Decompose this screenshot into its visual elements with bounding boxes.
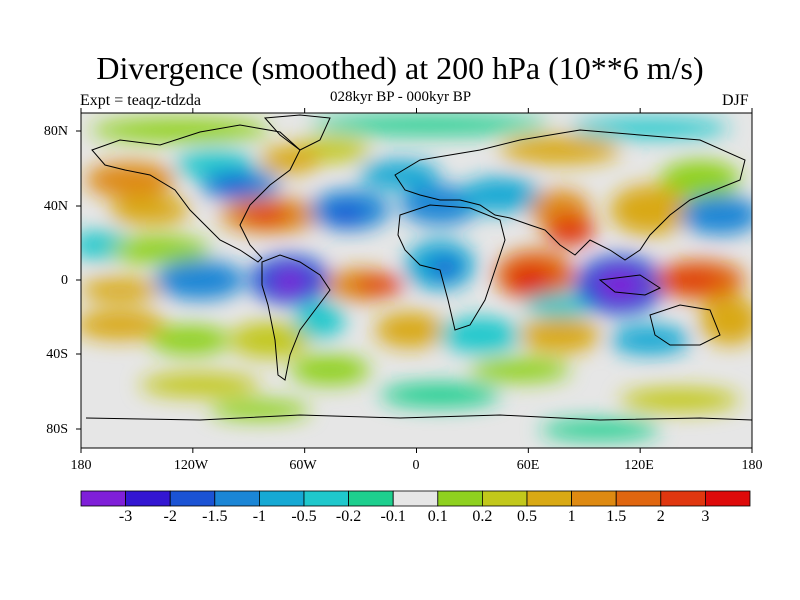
colorbar-label: -0.2 — [335, 508, 362, 525]
colorbar-swatch — [615, 490, 662, 507]
colorbar-swatch — [303, 490, 349, 507]
colorbar-label: 2 — [656, 508, 665, 525]
colorbar-swatch — [705, 490, 751, 507]
coastlines — [85, 114, 752, 421]
colorbar-swatch — [437, 490, 483, 507]
colorbar-label: 0.5 — [517, 508, 537, 525]
colorbar-label: -1 — [252, 508, 267, 525]
colorbar-swatch — [348, 490, 394, 507]
colorbar — [80, 490, 751, 507]
colorbar-label: -3 — [118, 508, 133, 525]
colorbar-swatch — [80, 490, 126, 507]
season-label: DJF — [722, 92, 749, 109]
colorbar-swatch — [526, 490, 572, 507]
colorbar-label: -1.5 — [202, 508, 228, 525]
colorbar-label: 1 — [567, 508, 576, 525]
colorbar-label: -2 — [163, 508, 177, 525]
lat-label: 40N — [43, 199, 68, 214]
lat-label: 80S — [46, 422, 68, 437]
colorbar-swatch — [169, 490, 216, 507]
chart-subtitle: 028kyr BP - 000kyr BP — [330, 89, 472, 105]
colorbar-label: 3 — [701, 508, 710, 525]
lon-label: 60E — [516, 458, 540, 473]
colorbar-label: -0.1 — [380, 508, 406, 525]
contour-field — [81, 113, 752, 448]
experiment-label: Expt = teaqz-tdzda — [80, 92, 201, 109]
axis-ticks — [76, 108, 753, 453]
colorbar-swatch — [660, 490, 706, 507]
colorbar-swatch — [125, 490, 171, 507]
colorbar-label: -0.5 — [291, 508, 317, 525]
lon-label: 180 — [70, 458, 92, 473]
lon-label: 60W — [289, 458, 317, 473]
colorbar-swatch — [258, 490, 305, 507]
colorbar-label: 0.1 — [427, 508, 448, 525]
lat-label: 0 — [61, 273, 68, 288]
lon-label: 120W — [173, 458, 209, 473]
lat-label: 40S — [46, 347, 68, 362]
colorbar-swatch — [214, 490, 260, 507]
lon-label: 120E — [624, 458, 654, 473]
colorbar-label: 0.2 — [472, 508, 493, 525]
lon-label: 0 — [412, 458, 420, 473]
lon-label: 180 — [741, 458, 763, 473]
colorbar-swatch — [392, 490, 439, 507]
chart-title: Divergence (smoothed) at 200 hPa (10**6 … — [96, 50, 704, 86]
lat-label: 80N — [43, 124, 68, 139]
colorbar-label: 1.5 — [606, 508, 627, 525]
colorbar-swatch — [481, 490, 528, 507]
colorbar-swatch — [571, 490, 617, 507]
